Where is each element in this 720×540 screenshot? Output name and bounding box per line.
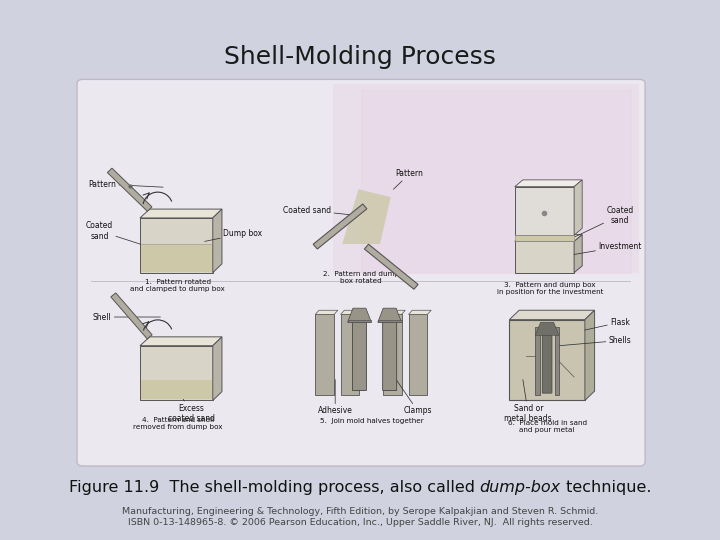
FancyBboxPatch shape (408, 314, 428, 395)
Text: Coated
sand: Coated sand (86, 221, 172, 254)
Polygon shape (515, 241, 574, 273)
FancyBboxPatch shape (353, 322, 366, 390)
FancyBboxPatch shape (542, 335, 552, 393)
Polygon shape (509, 310, 595, 320)
Text: Excess
coated sand: Excess coated sand (168, 389, 215, 423)
FancyBboxPatch shape (382, 322, 397, 390)
FancyBboxPatch shape (382, 314, 402, 395)
Text: 5.  Join mold halves together: 5. Join mold halves together (320, 418, 424, 424)
Text: Shell-Molding Process: Shell-Molding Process (224, 45, 496, 69)
Text: Sand or
metal beads: Sand or metal beads (505, 380, 552, 423)
Text: Coated
sand: Coated sand (574, 206, 634, 237)
Polygon shape (515, 187, 574, 235)
Text: Investment: Investment (574, 242, 642, 254)
Polygon shape (315, 310, 338, 314)
Text: Pattern: Pattern (393, 169, 423, 189)
Polygon shape (515, 180, 582, 187)
Polygon shape (341, 310, 363, 314)
Text: Shell: Shell (93, 313, 161, 321)
Text: Adhesive: Adhesive (318, 380, 353, 415)
Text: 4.  Pattern and shell
removed from dump box: 4. Pattern and shell removed from dump b… (133, 417, 222, 430)
Polygon shape (107, 168, 152, 211)
Text: Flask: Flask (585, 318, 630, 330)
FancyBboxPatch shape (341, 314, 359, 395)
Polygon shape (509, 320, 585, 401)
FancyBboxPatch shape (535, 327, 539, 395)
Text: dump-box: dump-box (480, 480, 561, 495)
Polygon shape (535, 322, 559, 335)
Polygon shape (574, 235, 582, 273)
Polygon shape (313, 204, 367, 249)
Polygon shape (382, 310, 405, 314)
FancyBboxPatch shape (333, 84, 639, 273)
FancyBboxPatch shape (554, 327, 559, 395)
Text: Shells: Shells (559, 336, 631, 346)
Polygon shape (574, 180, 582, 235)
Text: 3.  Pattern and dump box
in position for the investment: 3. Pattern and dump box in position for … (497, 282, 603, 295)
Text: ISBN 0-13-148965-8. © 2006 Pearson Education, Inc., Upper Saddle River, NJ.  All: ISBN 0-13-148965-8. © 2006 Pearson Educa… (127, 518, 593, 526)
Polygon shape (141, 380, 212, 400)
Text: Coated sand: Coated sand (283, 206, 356, 215)
Polygon shape (140, 337, 222, 346)
Text: Clamps: Clamps (396, 380, 432, 415)
Text: 1.  Pattern rotated
and clamped to dump box: 1. Pattern rotated and clamped to dump b… (130, 279, 225, 292)
Polygon shape (213, 337, 222, 401)
Polygon shape (378, 308, 402, 322)
FancyBboxPatch shape (77, 79, 645, 466)
Text: 2.  Pattern and dump
box rotated: 2. Pattern and dump box rotated (323, 272, 399, 285)
Polygon shape (364, 244, 418, 289)
Polygon shape (515, 235, 574, 241)
Polygon shape (515, 235, 582, 241)
Text: 6.  Place mold in sand
and pour metal: 6. Place mold in sand and pour metal (508, 420, 587, 433)
Polygon shape (141, 244, 212, 272)
Polygon shape (140, 209, 222, 218)
Polygon shape (378, 320, 402, 322)
Text: Manufacturing, Engineering & Technology, Fifth Edition, by Serope Kalpakjian and: Manufacturing, Engineering & Technology,… (122, 508, 598, 516)
Polygon shape (348, 308, 372, 322)
Text: Figure 11.9  The shell-molding process, also called: Figure 11.9 The shell-molding process, a… (68, 480, 480, 495)
Polygon shape (408, 310, 431, 314)
Polygon shape (585, 310, 595, 401)
Text: technique.: technique. (561, 480, 652, 495)
Polygon shape (213, 209, 222, 273)
Polygon shape (111, 293, 152, 339)
Polygon shape (140, 346, 213, 401)
Polygon shape (140, 218, 213, 273)
Polygon shape (348, 320, 372, 322)
Text: Dump box: Dump box (204, 229, 262, 241)
Text: Pattern: Pattern (89, 179, 163, 188)
FancyBboxPatch shape (315, 314, 334, 395)
Polygon shape (342, 189, 391, 244)
